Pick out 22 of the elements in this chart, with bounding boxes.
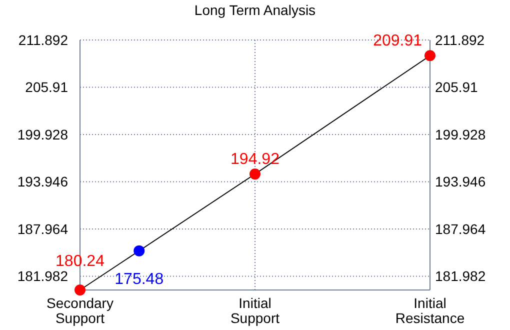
point — [424, 50, 436, 62]
chart-title: Long Term Analysis — [194, 2, 316, 18]
annotation: 175.48 — [114, 270, 164, 288]
y-tick-label: 211.892 — [18, 32, 68, 48]
data-label: 209.91 — [373, 32, 422, 50]
y2-tick-label: 193.946 — [435, 174, 486, 190]
y-tick-label: 199.928 — [17, 126, 68, 142]
y2-tick-label: 187.964 — [435, 220, 486, 237]
x-tick-label: Initial Resistance — [395, 295, 465, 326]
x-tick-label: Secondary Support — [46, 295, 114, 326]
y-tick-label: 193.946 — [17, 174, 68, 190]
point — [250, 168, 260, 180]
data-label: 194.92 — [230, 151, 280, 168]
point — [74, 284, 86, 296]
y-tick-label: 205.91 — [25, 79, 68, 96]
y2-tick-label: 211.892 — [435, 32, 485, 48]
y-tick-label: 187.964 — [17, 220, 68, 237]
x-tick-label: Initial Support — [230, 295, 280, 326]
y2-tick-label: 205.91 — [435, 79, 478, 96]
y2-tick-label: 181.982 — [435, 268, 486, 284]
y-tick-label: 181.982 — [17, 268, 68, 284]
y2-tick-label: 199.928 — [435, 126, 486, 142]
